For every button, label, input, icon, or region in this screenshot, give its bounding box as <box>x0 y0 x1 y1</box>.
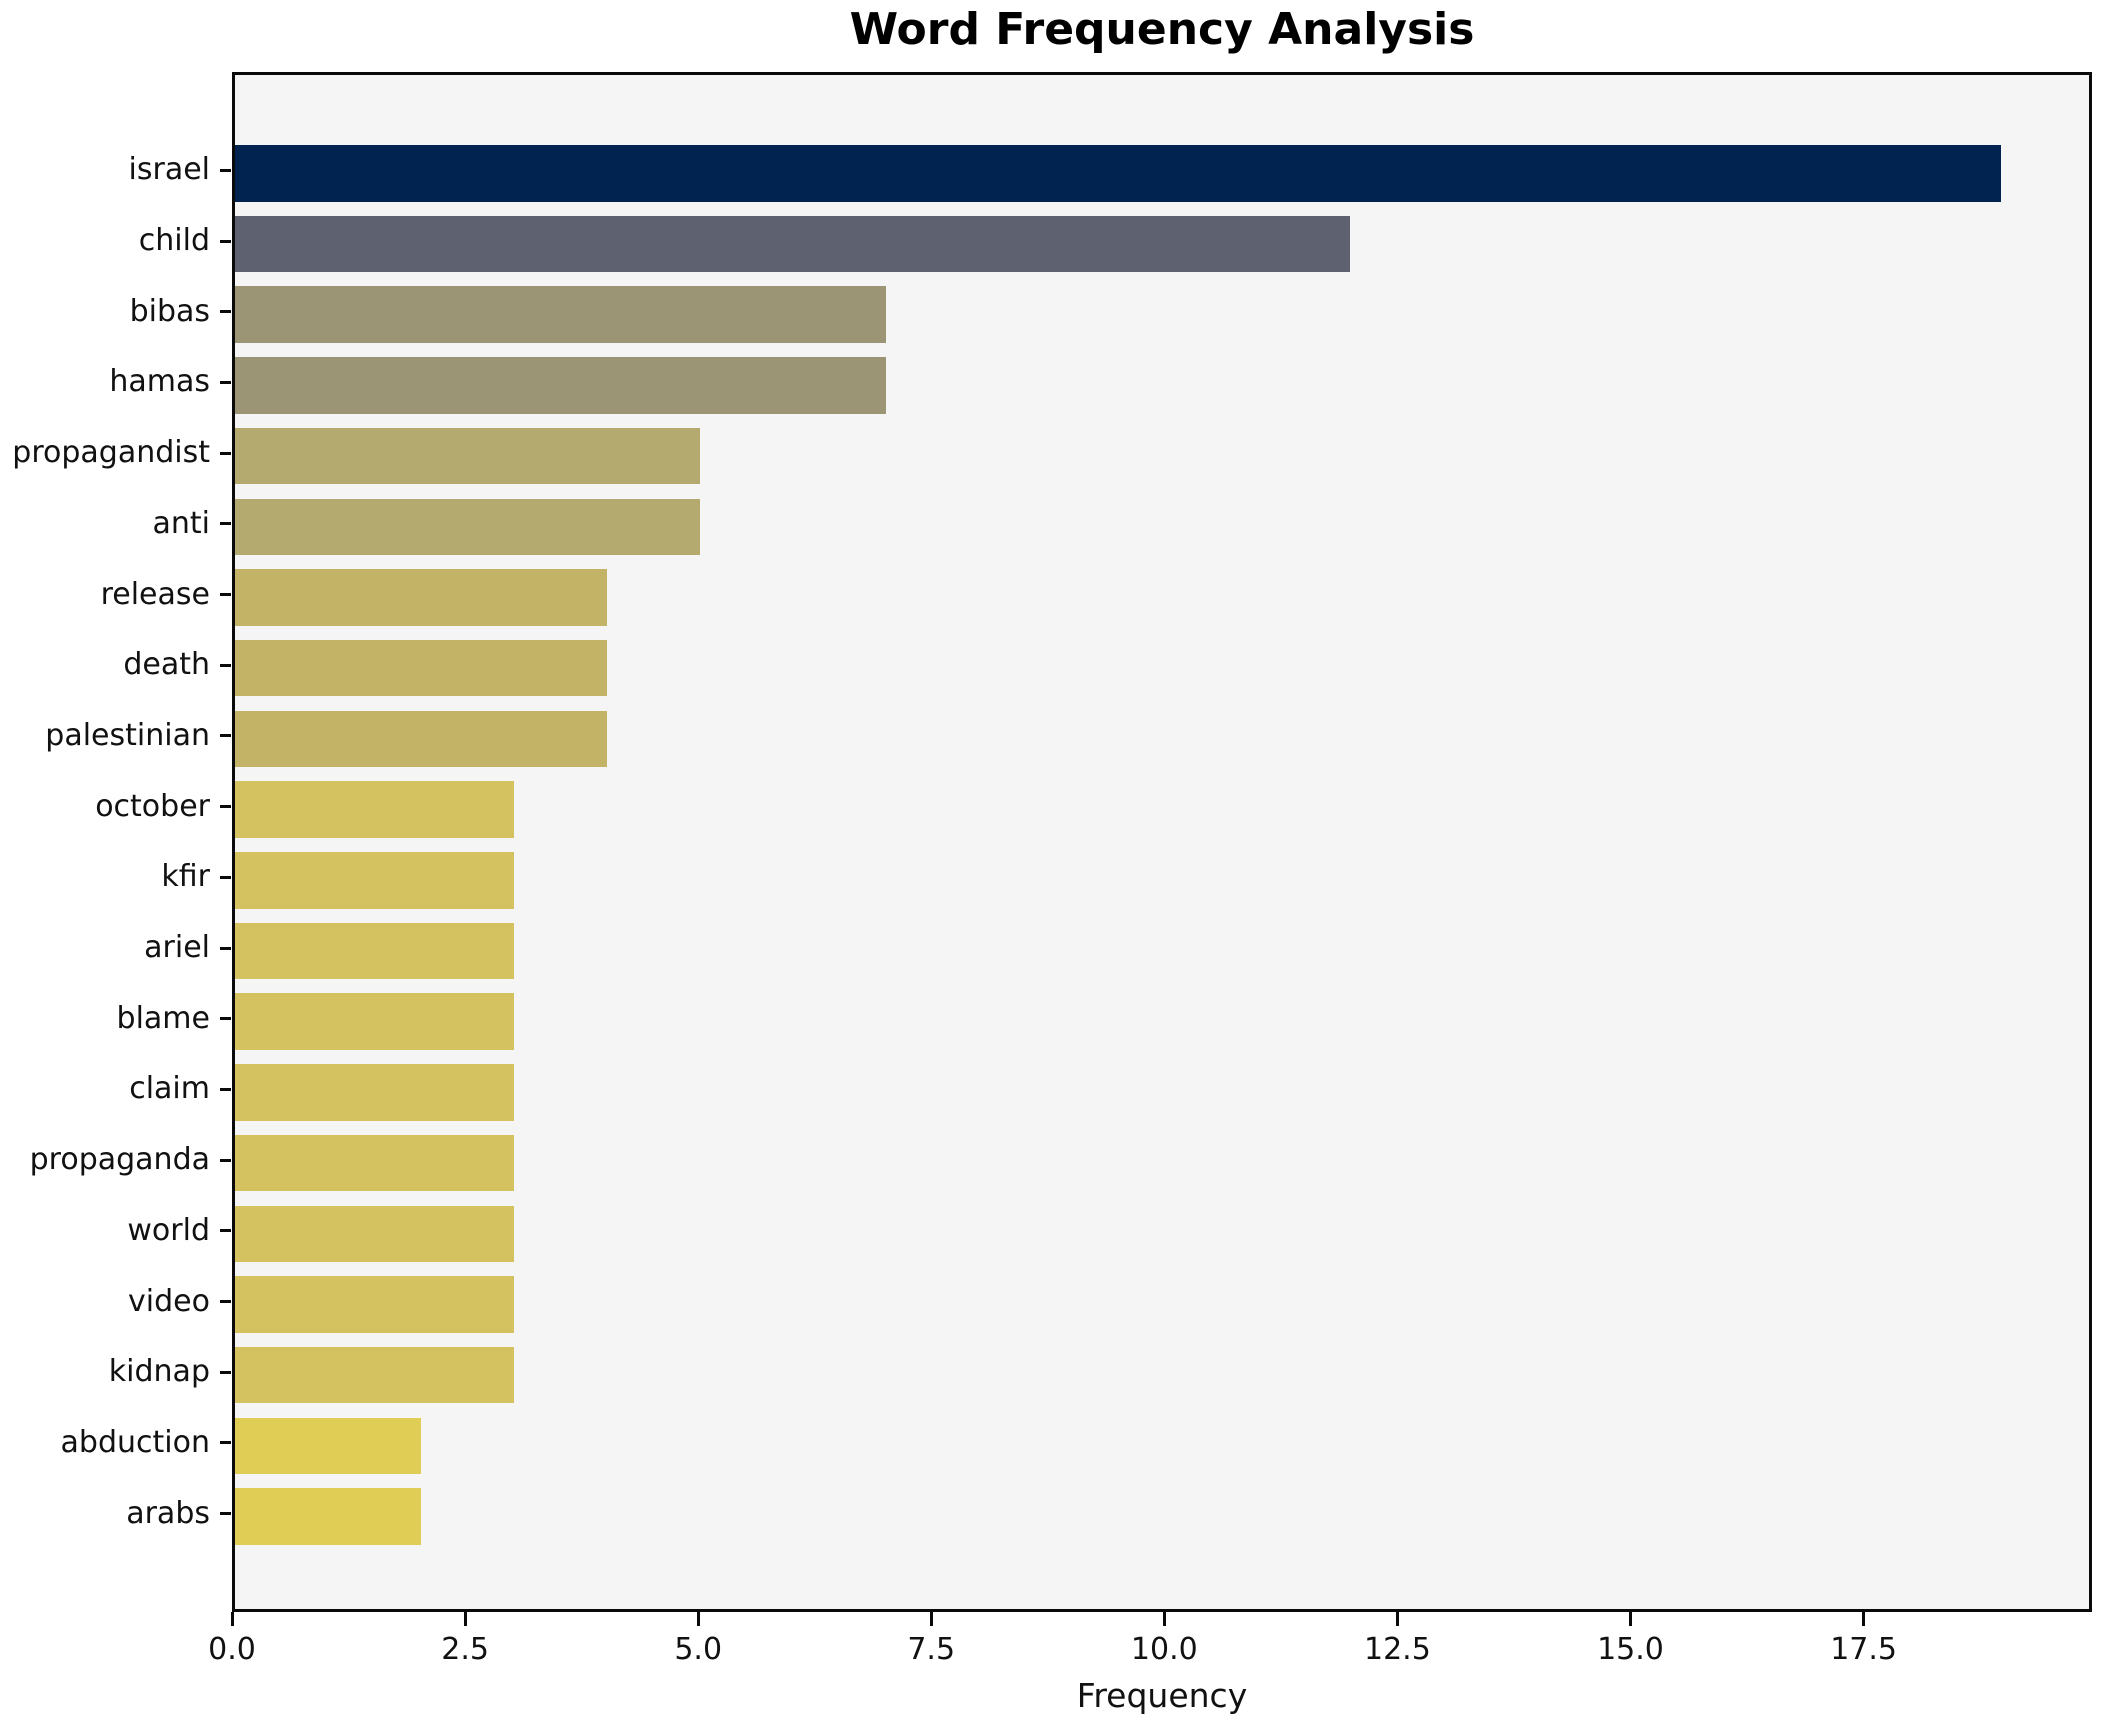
xtick-mark <box>1395 1612 1399 1626</box>
bar-palestinian <box>235 710 607 768</box>
ytick-mark <box>220 522 231 526</box>
ytick-label-bibas: bibas <box>129 293 210 329</box>
ytick-label-hamas: hamas <box>109 364 210 400</box>
ytick-mark <box>220 239 231 243</box>
ytick-label-ariel: ariel <box>144 930 210 965</box>
ytick-label-palestinian: palestinian <box>45 717 210 753</box>
xtick-label-10.0: 10.0 <box>1130 1632 1198 1667</box>
bar-bibas <box>235 286 886 343</box>
ytick-label-anti: anti <box>152 505 211 541</box>
bar-world <box>235 1205 514 1263</box>
ytick-label-kfir: kfir <box>161 859 210 895</box>
ytick-label-claim: claim <box>129 1071 210 1107</box>
ytick-mark <box>220 1370 231 1374</box>
bar-arabs <box>235 1488 421 1545</box>
bar-child <box>235 215 1351 273</box>
ytick-mark <box>220 734 231 738</box>
xtick-mark <box>463 1612 467 1626</box>
bar-claim <box>235 1064 514 1121</box>
xtick-label-5.0: 5.0 <box>674 1632 723 1667</box>
ytick-mark <box>220 1087 231 1091</box>
ytick-label-release: release <box>100 576 210 612</box>
bar-release <box>235 569 607 626</box>
bar-abduction <box>235 1417 421 1475</box>
xtick-mark <box>1862 1612 1866 1626</box>
bar-anti <box>235 498 700 556</box>
xtick-label-2.5: 2.5 <box>441 1632 489 1667</box>
bar-blame <box>235 993 514 1050</box>
ytick-mark <box>220 310 231 314</box>
ytick-label-kidnap: kidnap <box>108 1354 210 1390</box>
bar-hamas <box>235 357 886 414</box>
plot-area <box>232 72 2092 1612</box>
bar-ariel <box>235 922 514 980</box>
xtick-label-7.5: 7.5 <box>907 1632 956 1667</box>
ytick-mark <box>220 946 231 950</box>
ytick-label-propaganda: propaganda <box>29 1142 210 1178</box>
bar-death <box>235 639 607 697</box>
ytick-mark <box>220 875 231 879</box>
ytick-mark <box>220 593 231 596</box>
bar-propagandist <box>235 427 700 485</box>
xtick-mark <box>696 1612 700 1626</box>
ytick-label-abduction: abduction <box>60 1424 210 1460</box>
bar-video <box>235 1276 514 1333</box>
xtick-mark <box>1629 1612 1632 1626</box>
bar-october <box>235 781 514 838</box>
ytick-label-video: video <box>128 1283 210 1319</box>
ytick-mark <box>220 451 231 455</box>
ytick-mark <box>220 1512 231 1516</box>
ytick-mark <box>220 1441 231 1445</box>
x-axis-label: Frequency <box>1076 1676 1248 1715</box>
ytick-mark <box>220 805 231 809</box>
ytick-mark <box>220 1017 231 1021</box>
xtick-label-0.0: 0.0 <box>208 1632 256 1667</box>
ytick-label-israel: israel <box>128 152 210 188</box>
bar-kfir <box>235 852 514 909</box>
xtick-mark <box>1162 1612 1166 1626</box>
xtick-label-15.0: 15.0 <box>1597 1632 1664 1667</box>
chart-title: Word Frequency Analysis <box>849 4 1475 55</box>
ytick-mark <box>220 168 231 172</box>
ytick-mark <box>220 1158 231 1162</box>
bar-propaganda <box>235 1134 514 1192</box>
xtick-label-12.5: 12.5 <box>1363 1632 1431 1667</box>
xtick-mark <box>929 1612 933 1626</box>
ytick-mark <box>220 1229 231 1233</box>
ytick-label-blame: blame <box>116 1000 210 1036</box>
ytick-mark <box>220 1300 231 1303</box>
ytick-label-death: death <box>123 647 210 683</box>
ytick-label-october: october <box>95 788 210 824</box>
ytick-mark <box>220 380 231 384</box>
xtick-mark <box>230 1612 234 1626</box>
bar-israel <box>235 145 2001 202</box>
ytick-label-child: child <box>138 223 210 258</box>
ytick-label-arabs: arabs <box>126 1495 210 1531</box>
ytick-label-world: world <box>127 1212 210 1248</box>
bar-kidnap <box>235 1346 514 1404</box>
ytick-mark <box>220 663 231 667</box>
xtick-label-17.5: 17.5 <box>1830 1632 1897 1667</box>
ytick-label-propagandist: propagandist <box>12 435 210 471</box>
